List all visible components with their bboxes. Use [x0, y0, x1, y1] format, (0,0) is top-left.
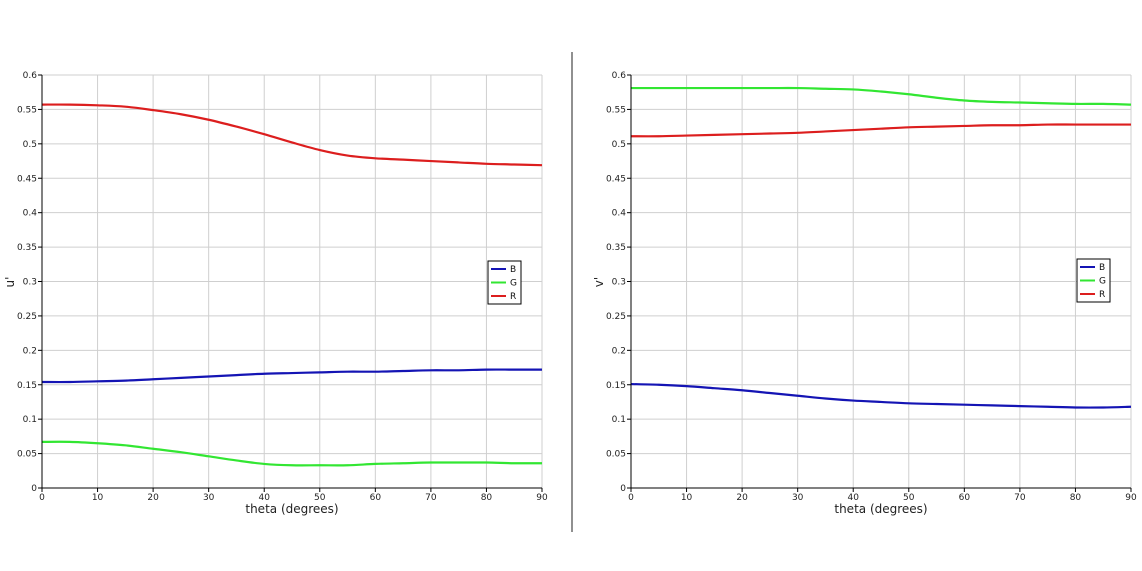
- legend-label-b: B: [510, 265, 516, 275]
- y-tick-label: 0.25: [17, 312, 37, 322]
- y-tick-label: 0.6: [612, 71, 627, 81]
- chart-panel-u-prime: 0 0.05 0.1 0.15 0.2 0.25 0.3 0.35 0.4 0.45 0.5 0.55…: [3, 71, 548, 516]
- series-line-b: [41, 368, 542, 384]
- y-tick-label: 0.05: [17, 450, 37, 460]
- x-tick-label: 50: [314, 493, 326, 503]
- legend: BGR: [487, 260, 522, 305]
- y-tick-label: 0.4: [23, 209, 38, 219]
- x-tick-label: 70: [425, 493, 437, 503]
- x-tick-label: 90: [1125, 493, 1137, 503]
- series-line-b: [630, 382, 1132, 409]
- y-axis-title: v': [592, 277, 606, 287]
- legend: BGR: [1076, 258, 1111, 303]
- series-line-g: [41, 440, 543, 467]
- y-tick-label: 0.45: [606, 174, 626, 184]
- y-tick-labels: 0 0.05 0.1 0.15 0.2 0.25 0.3 0.35 0.4 0.45 0.5 0.55…: [606, 71, 626, 494]
- y-tick-label: 0.2: [23, 346, 37, 356]
- y-tick-label: 0.35: [17, 243, 37, 253]
- x-tick-label: 20: [736, 493, 748, 503]
- x-tick-label: 60: [370, 493, 382, 503]
- series-lines: [41, 103, 543, 467]
- y-tick-label: 0.25: [606, 312, 626, 322]
- x-tick-label: 40: [258, 493, 270, 503]
- y-tick-label: 0.3: [23, 278, 37, 288]
- x-tick-label: 90: [536, 493, 548, 503]
- x-tick-label: 60: [959, 493, 971, 503]
- legend-label-r: R: [1099, 290, 1105, 300]
- legend-label-b: B: [1099, 263, 1105, 273]
- y-tick-label: 0.05: [606, 450, 626, 460]
- series-lines: [630, 86, 1132, 409]
- x-axis-title: theta (degrees): [834, 502, 927, 516]
- x-tick-label: 20: [147, 493, 159, 503]
- series-line-r: [630, 123, 1131, 138]
- y-tick-label: 0.55: [606, 105, 626, 115]
- x-tick-label: 50: [903, 493, 915, 503]
- x-tick-label: 30: [792, 493, 804, 503]
- x-tick-labels: 0 10 20 30 40 50 60 70 80 90: [39, 493, 548, 503]
- axes: [627, 74, 1132, 492]
- y-tick-label: 0.5: [23, 140, 37, 150]
- x-tick-label: 80: [481, 493, 493, 503]
- y-tick-label: 0.35: [606, 243, 626, 253]
- y-tick-label: 0: [620, 484, 626, 494]
- x-tick-label: 0: [39, 493, 45, 503]
- y-tick-label: 0.55: [17, 105, 37, 115]
- series-line-g: [630, 86, 1132, 106]
- y-tick-label: 0.6: [23, 71, 38, 81]
- y-tick-label: 0.15: [606, 381, 626, 391]
- y-tick-labels: 0 0.05 0.1 0.15 0.2 0.25 0.3 0.35 0.4 0.45 0.5 0.55…: [17, 71, 37, 494]
- axes: [38, 74, 543, 492]
- legend-label-r: R: [510, 292, 516, 302]
- series-line-r: [41, 103, 543, 167]
- legend-label-g: G: [510, 279, 517, 289]
- x-tick-label: 70: [1014, 493, 1026, 503]
- y-tick-label: 0.1: [23, 415, 37, 425]
- x-tick-label: 40: [847, 493, 859, 503]
- x-tick-label: 0: [628, 493, 634, 503]
- y-tick-label: 0.1: [612, 415, 626, 425]
- y-tick-label: 0.2: [612, 346, 626, 356]
- x-tick-label: 10: [92, 493, 104, 503]
- x-tick-label: 10: [681, 493, 693, 503]
- x-axis-title: theta (degrees): [245, 502, 338, 516]
- legend-label-g: G: [1099, 277, 1106, 287]
- y-tick-label: 0.15: [17, 381, 37, 391]
- y-tick-label: 0.5: [612, 140, 626, 150]
- x-tick-labels: 0 10 20 30 40 50 60 70 80 90: [628, 493, 1137, 503]
- x-tick-label: 30: [203, 493, 215, 503]
- y-tick-label: 0.3: [612, 278, 626, 288]
- y-tick-label: 0.4: [612, 209, 627, 219]
- x-tick-label: 80: [1070, 493, 1082, 503]
- y-tick-label: 0: [31, 484, 37, 494]
- y-axis-title: u': [3, 277, 17, 288]
- chart-panel-v-prime: 0 0.05 0.1 0.15 0.2 0.25 0.3 0.35 0.4 0.45 0.5 0.55…: [592, 71, 1137, 516]
- y-tick-label: 0.45: [17, 174, 37, 184]
